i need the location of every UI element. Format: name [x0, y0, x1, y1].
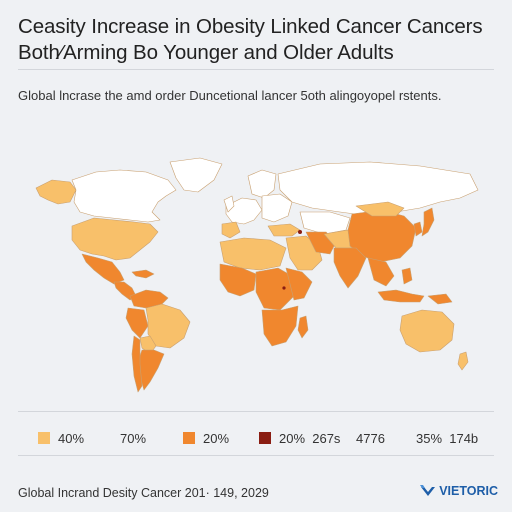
legend-item-3: 20% — [183, 429, 229, 447]
brand-name: VIETORIC — [439, 484, 498, 498]
legend-item-5: 4776 — [356, 429, 385, 447]
region-scandinavia — [247, 169, 277, 199]
legend-swatch-3 — [183, 432, 195, 444]
region-mongolia — [355, 201, 405, 217]
marker-dark-2 — [282, 286, 286, 290]
region-alaska — [35, 179, 77, 205]
legend-label-5: 4776 — [356, 430, 385, 446]
region-philippines — [401, 267, 413, 285]
region-usa — [71, 217, 159, 261]
divider-top — [18, 69, 494, 70]
region-caribbean — [131, 269, 155, 279]
legend-label-6: 35% 174b — [416, 430, 479, 446]
region-uk — [223, 195, 235, 213]
region-korea — [413, 221, 423, 237]
region-west-africa — [219, 263, 257, 297]
brand-wing-icon — [420, 485, 436, 496]
title-line-1: Ceasity Increase in Obesity Linked Cance… — [18, 15, 483, 38]
legend-label-1: 40% — [58, 430, 85, 446]
legend-item-1: 40% — [38, 429, 84, 447]
region-turkey — [267, 223, 301, 237]
region-venezuela-colombia — [129, 289, 169, 309]
region-japan — [421, 207, 435, 237]
brand-logo: VIETORIC — [420, 484, 498, 498]
legend-label-3: 20% — [203, 430, 230, 446]
legend-swatch-1 — [38, 432, 50, 444]
page-title: Ceasity Increase in Obesity Linked Cance… — [18, 14, 498, 66]
region-australia — [399, 309, 455, 353]
legend-swatch-4 — [259, 432, 271, 444]
legend-item-2: 70% — [120, 429, 146, 447]
world-map — [35, 157, 479, 393]
legend-item-4: 20% 267s — [259, 429, 340, 447]
region-southeast-asia — [367, 257, 395, 287]
subtitle: Global lncrase the amd order Duncetional… — [18, 88, 442, 103]
region-new-zealand — [457, 351, 469, 371]
legend-item-6: 35% 174b — [416, 429, 478, 447]
map-legend: 40% 70% 20% 20% 267s 4776 35% 174b — [0, 429, 512, 449]
region-russia — [277, 161, 479, 217]
region-southern-africa — [261, 305, 299, 347]
footer-source: Global Incrand Desity Cancer 201· 149, 2… — [18, 486, 269, 500]
region-madagascar — [297, 315, 309, 339]
title-line-2: Both⁄Arming Bo Younger and Older Adults — [18, 41, 394, 64]
region-indonesia — [377, 289, 425, 303]
region-new-guinea — [427, 293, 453, 305]
region-canada — [71, 169, 177, 223]
region-kazakhstan — [299, 211, 351, 235]
marker-dark-1 — [298, 230, 302, 234]
divider-middle — [18, 411, 494, 412]
divider-bottom — [18, 455, 494, 456]
region-eastern-europe — [261, 193, 293, 223]
legend-label-2: 70% — [120, 430, 147, 446]
legend-label-4: 20% 267s — [279, 430, 341, 446]
region-north-africa — [219, 237, 287, 271]
region-chile — [131, 335, 143, 393]
region-central-africa — [255, 267, 295, 311]
region-europe-west — [225, 197, 263, 225]
region-east-africa — [285, 267, 313, 301]
region-iberia — [221, 221, 241, 239]
region-peru — [125, 307, 149, 339]
region-india — [333, 247, 367, 289]
region-greenland — [169, 157, 223, 193]
region-brazil — [145, 303, 191, 349]
